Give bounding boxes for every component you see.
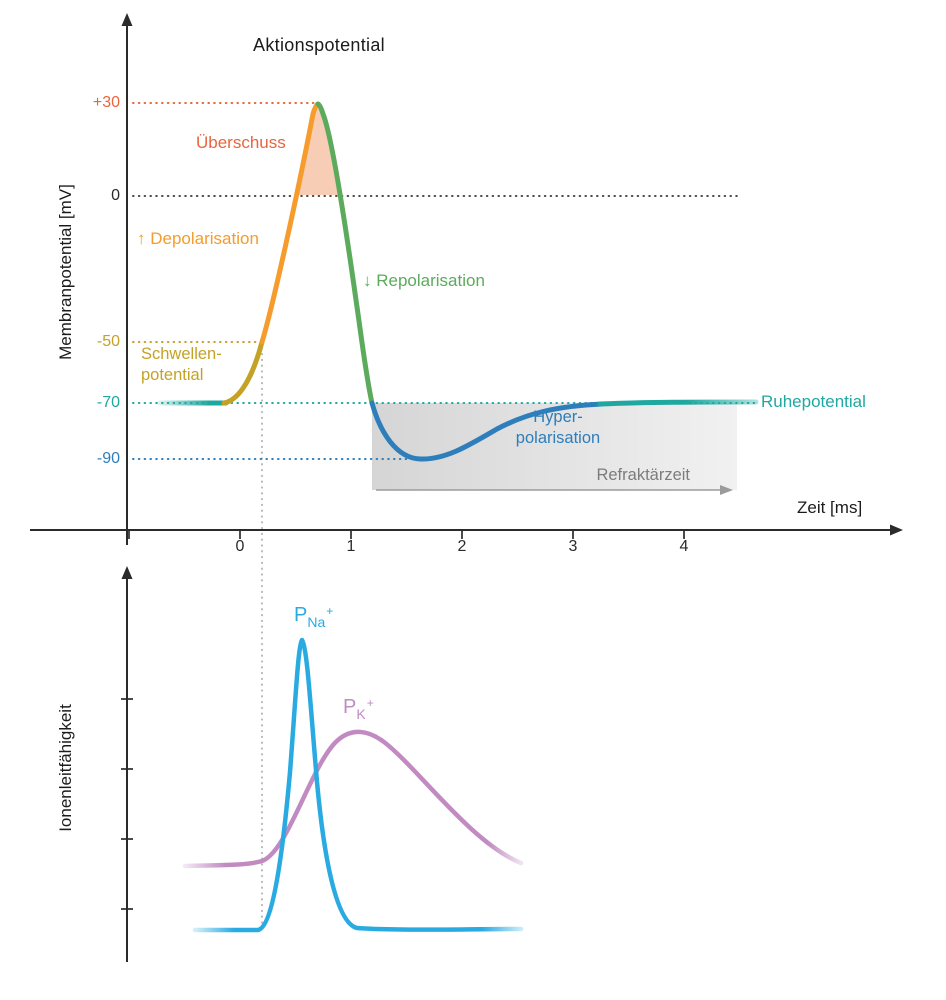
overshoot-fill	[296, 106, 338, 195]
label-schwellenpotential: Schwellen- potential	[141, 344, 222, 386]
x-tick-0: 0	[235, 538, 245, 555]
label-schwellenpotential-line2: potential	[141, 366, 204, 384]
p-na-sup: +	[326, 604, 334, 618]
p-k-sub: K	[356, 706, 366, 722]
potassium-conductance-curve	[182, 729, 524, 869]
x-tick-4: 4	[679, 538, 689, 555]
refractory-region	[372, 403, 737, 490]
label-hyperpolarisation-line2: polarisation	[515, 429, 601, 447]
refractory-arrow	[376, 485, 733, 495]
sodium-conductance-curve	[192, 637, 524, 933]
y-tick-minus50: -50	[96, 333, 120, 350]
label-hyperpolarisation-line1: Hyper-	[533, 408, 583, 426]
p-na-sub: Na	[307, 614, 326, 630]
p-na-base: P	[294, 604, 308, 626]
x-tick-1: 1	[346, 538, 356, 555]
x-axis-label-zeit: Zeit [ms]	[797, 498, 863, 517]
y-axis-label-ionenleitfaehigkeit: Ionenleitfähigkeit	[55, 704, 75, 832]
curve-depolarisation-segment	[259, 101, 321, 345]
label-depolarisation: ↑ Depolarisation	[137, 229, 259, 248]
p-k-sup: +	[366, 696, 374, 710]
label-ueberschuss: Überschuss	[196, 133, 286, 152]
label-p-k: PK+	[343, 696, 374, 722]
bottom-y-axis	[121, 566, 133, 962]
curve-hyperpolarisation-segment	[369, 400, 605, 462]
y-tick-minus70: -70	[96, 394, 120, 411]
top-y-axis	[121, 13, 133, 545]
p-k-base: P	[343, 696, 357, 718]
x-axis	[30, 524, 903, 539]
curve-resting-right	[597, 399, 759, 407]
y-axis-label-membranpotential: Membranpotential [mV]	[55, 184, 75, 360]
label-repolarisation: ↓ Repolarisation	[363, 271, 485, 290]
x-tick-2: 2	[457, 538, 467, 555]
y-tick-minus90: -90	[96, 450, 120, 467]
label-refraktaerzeit: Refraktärzeit	[596, 466, 690, 484]
y-tick-0: 0	[111, 187, 120, 204]
membrane-potential-curve	[157, 101, 759, 462]
x-tick-3: 3	[568, 538, 578, 555]
label-hyperpolarisation: Hyper- polarisation	[516, 407, 600, 449]
curve-threshold-segment	[221, 339, 265, 406]
label-schwellenpotential-line1: Schwellen-	[141, 345, 222, 363]
label-ruhepotential: Ruhepotential	[761, 392, 866, 411]
chart-title: Aktionspotential	[253, 35, 385, 55]
curve-repolarisation-segment	[315, 101, 375, 406]
label-p-na: PNa+	[294, 604, 333, 630]
y-tick-plus30: +30	[92, 94, 120, 111]
